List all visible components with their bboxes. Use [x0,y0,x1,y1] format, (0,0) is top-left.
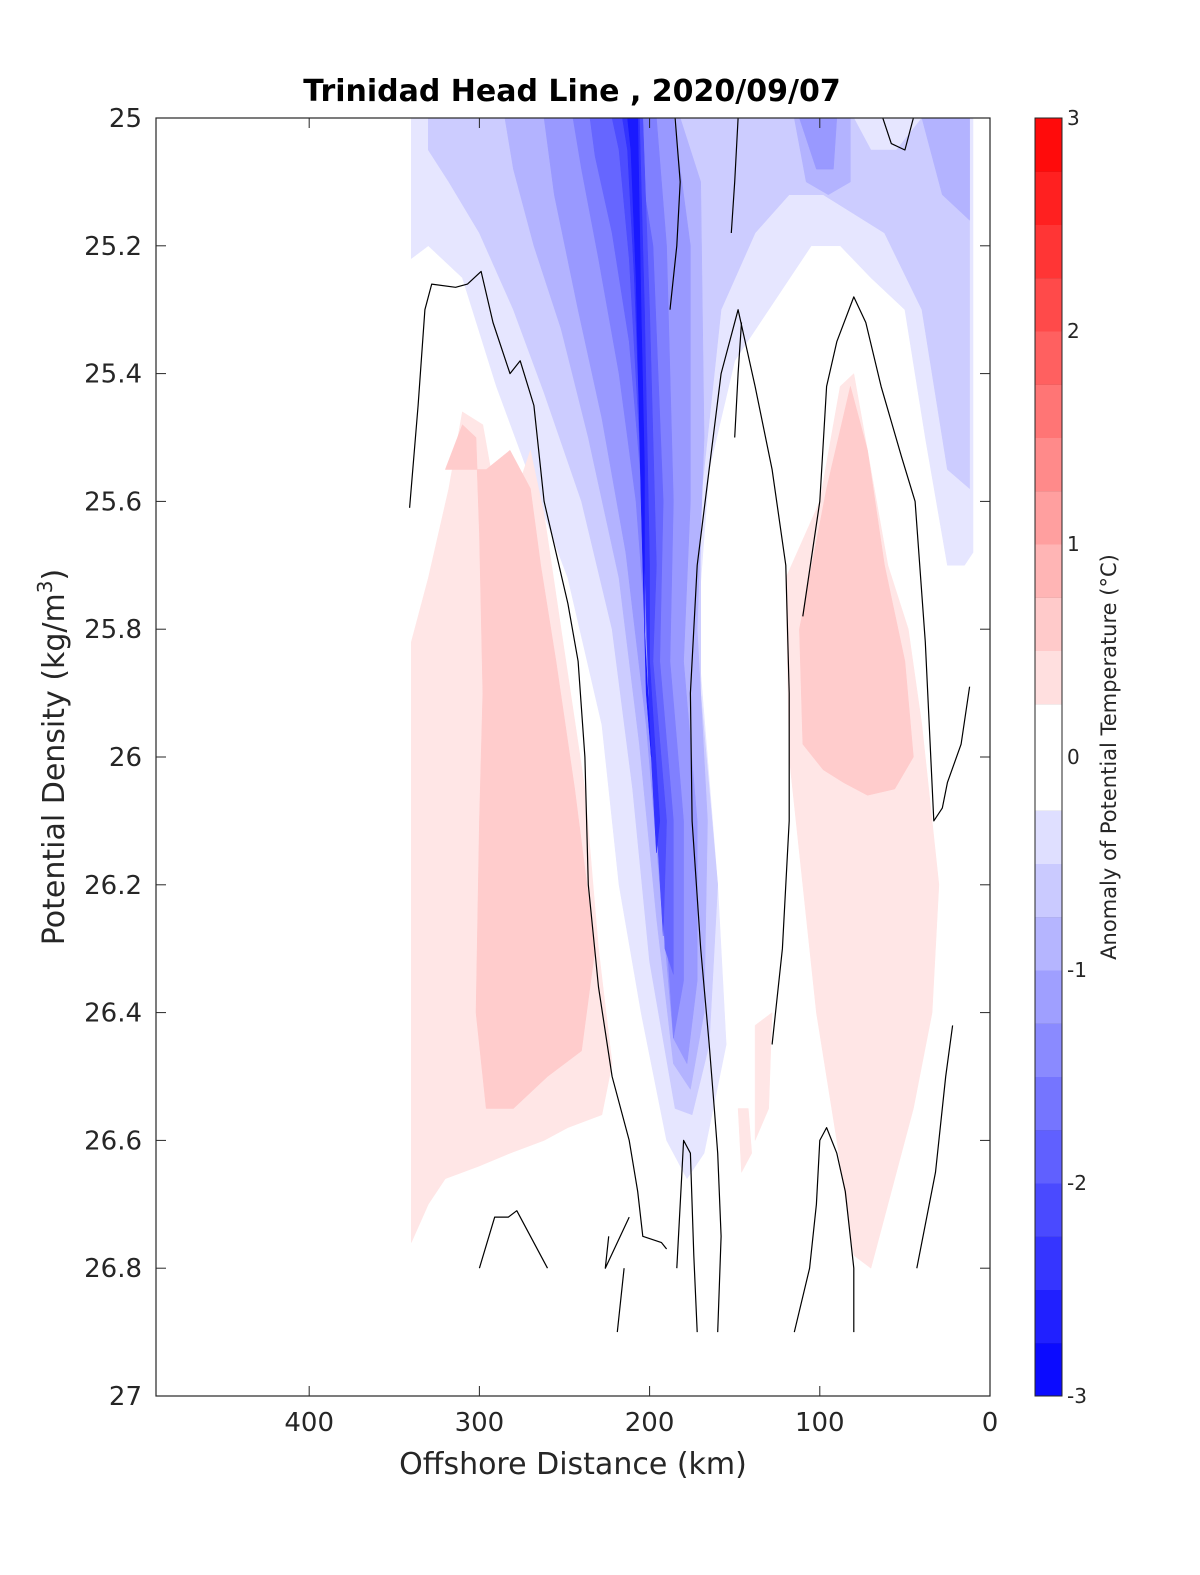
colorbar-band [1035,1076,1062,1131]
colorbar-label: Anomaly of Potential Temperature (°C) [1097,554,1121,960]
y-tick-label: 26.8 [84,1254,142,1284]
colorbar-band [1035,1023,1062,1077]
colorbar-band [1035,384,1062,438]
zero-contour-0 [409,270,668,1250]
colorbar-band [1035,331,1062,385]
zero-contour-1 [676,1139,698,1333]
anomaly-region-11 [627,118,652,758]
zero-contour-9 [669,118,681,310]
zero-contour-lines [409,118,971,1333]
y-axis-label-close: ) [37,569,72,581]
colorbar-band [1035,1183,1062,1237]
colorbar-band [1035,757,1062,811]
anomaly-region-8 [589,118,674,975]
x-axis-label: Offshore Distance (km) [399,1447,747,1482]
colorbar-band [1035,1129,1062,1184]
colorbar-tick-label: 3 [1067,106,1080,130]
y-axis: 25 25.2 25.4 25.6 25.8 26 26.2 26.4 26.6 26.8 27 [84,104,990,1412]
zero-contour-8 [916,1025,954,1269]
colorbar-tick-label: -1 [1067,958,1087,982]
plot-area: 400 300 200 100 0 25 25.2 25.4 25.6 25.8 26 26.2 26… [84,104,998,1438]
x-axis: 400 300 200 100 0 [284,118,998,1438]
zero-contour-7 [802,296,971,822]
y-tick-label: 26 [109,743,142,773]
y-tick-label: 25.6 [84,487,142,517]
y-axis-label-superscript: 3 [33,580,57,593]
colorbar-band [1035,703,1062,758]
y-tick-label: 25.4 [84,360,142,390]
colorbar-band [1035,1236,1062,1290]
colorbar-tick-label: 2 [1067,319,1080,343]
colorbar-band [1035,1289,1062,1344]
colorbar: -3 -2 -1 0 1 2 3 [1034,106,1087,1408]
colorbar-band [1035,544,1062,598]
colorbar-band [1035,810,1062,864]
y-tick-label: 25.8 [84,615,142,645]
anomaly-region-10 [622,118,661,854]
colorbar-band [1035,970,1062,1024]
colorbar-band [1035,863,1062,918]
colorbar-frame [1034,117,1063,1397]
y-axis-label: Potential Density (kg/m3) [33,569,72,945]
colorbar-tick-label: -3 [1067,1384,1087,1408]
colorbar-band [1035,118,1062,172]
zero-contour-11 [734,322,743,438]
colorbar-band [1035,1342,1062,1397]
x-tick-label: 400 [284,1408,334,1438]
colorbar-band [1035,224,1062,279]
filled-contours [411,118,974,1269]
anomaly-region-1 [428,118,970,1116]
colorbar-band [1035,277,1062,332]
zero-contour-10 [730,118,739,234]
anomaly-region-16 [754,1012,773,1141]
colorbar-tick-label: -2 [1067,1171,1087,1195]
y-tick-label: 25.2 [84,232,142,262]
y-axis-label-main: Potential Density (kg/m [37,593,72,945]
anomaly-region-4 [921,118,970,221]
x-tick-label: 0 [982,1408,999,1438]
zero-contour-3 [478,1210,549,1269]
zero-contour-2 [616,1268,625,1333]
zero-contour-6 [793,1126,855,1333]
colorbar-band [1035,171,1062,225]
colorbar-band [1035,916,1062,971]
x-tick-label: 300 [455,1408,505,1438]
y-tick-label: 26.6 [84,1126,142,1156]
anomaly-region-6 [799,118,838,170]
zero-contour-4 [604,1216,630,1269]
zero-contour-12 [882,118,914,151]
colorbar-tick-label: 0 [1067,745,1080,769]
y-tick-label: 26.4 [84,999,142,1029]
anomaly-region-17 [737,1108,752,1173]
colorbar-band [1035,437,1062,492]
y-tick-label: 27 [109,1382,142,1412]
colorbar-band [1035,650,1062,705]
y-tick-label: 25 [109,104,142,134]
zero-contour-5 [689,309,790,1333]
anomaly-region-15 [799,386,914,796]
x-tick-label: 100 [795,1408,845,1438]
colorbar-band [1035,597,1062,651]
y-tick-label: 26.2 [84,871,142,901]
colorbar-band [1035,490,1062,545]
x-tick-label: 200 [625,1408,675,1438]
colorbar-tick-label: 1 [1067,532,1080,556]
chart-title: Trinidad Head Line , 2020/09/07 [303,74,840,109]
anomaly-region-13 [445,424,596,1109]
